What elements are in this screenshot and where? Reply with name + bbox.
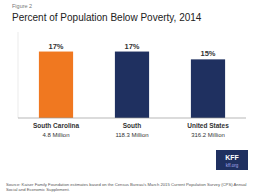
category-subtitle: 4.8 Million xyxy=(42,132,69,138)
x-axis-line xyxy=(18,118,246,119)
chart: Figure 2 Percent of Population Below Pove… xyxy=(0,0,259,194)
bar xyxy=(115,52,149,118)
data-label: 17% xyxy=(124,42,139,51)
source-note: Source: Kaiser Family Foundation estimat… xyxy=(6,182,247,192)
logo-text: KFF xyxy=(225,154,239,161)
logo-url: kff.org xyxy=(226,163,239,168)
category-label: United States xyxy=(187,122,229,129)
bar xyxy=(191,59,225,118)
logo-box xyxy=(216,150,248,170)
category-label: South Carolina xyxy=(33,122,80,129)
category-label: South xyxy=(123,122,141,129)
bars xyxy=(39,52,225,118)
source-line: Social and Economic Supplement. xyxy=(6,187,70,192)
title: Percent of Population Below Poverty, 201… xyxy=(12,12,202,23)
data-label: 17% xyxy=(48,42,63,51)
data-label: 15% xyxy=(200,49,215,58)
figure-label: Figure 2 xyxy=(12,3,32,9)
bar xyxy=(39,52,73,118)
y-axis-line xyxy=(18,32,19,118)
category-subtitle: 118.3 Million xyxy=(115,132,148,138)
category-subtitle: 316.2 Million xyxy=(191,132,225,138)
